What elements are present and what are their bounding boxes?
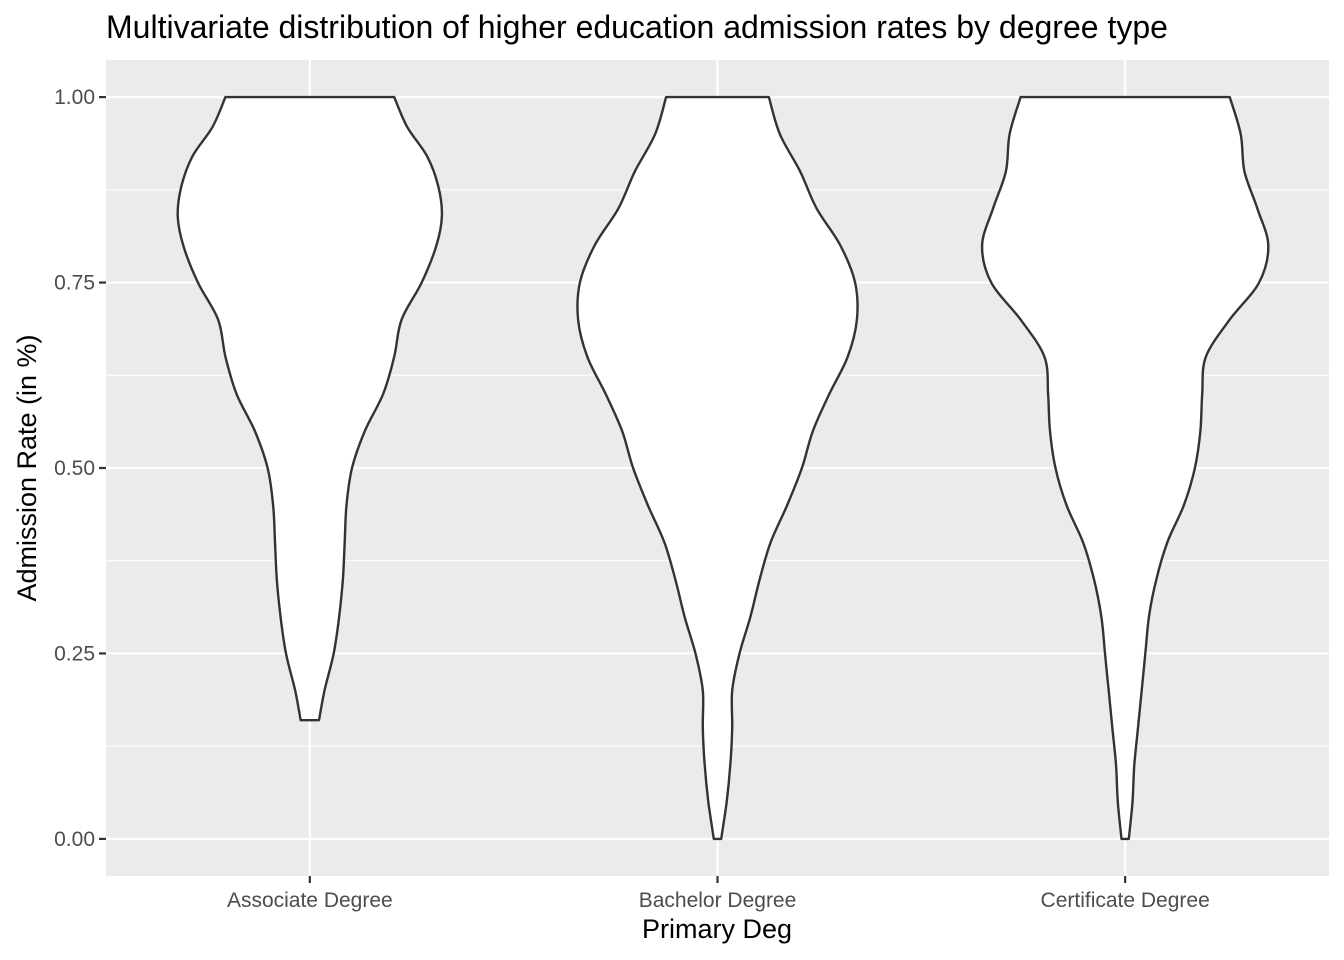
x-axis-title: Primary Deg <box>642 914 792 944</box>
x-tick-label: Certificate Degree <box>1041 889 1210 912</box>
chart-title: Multivariate distribution of higher educ… <box>106 9 1168 45</box>
x-tick-label: Bachelor Degree <box>639 889 797 912</box>
y-tick-label: 0.25 <box>54 642 95 665</box>
violins <box>176 95 1270 841</box>
y-axis-title: Admission Rate (in %) <box>12 334 42 601</box>
y-tick-label: 0.50 <box>54 457 95 480</box>
y-tick-label: 0.00 <box>54 828 95 851</box>
violin-associate-degree <box>176 95 444 722</box>
x-tick-label: Associate Degree <box>227 889 393 912</box>
violin-certificate-degree <box>980 95 1270 841</box>
y-tick-label: 1.00 <box>54 86 95 109</box>
violin-bachelor-degree <box>576 95 859 841</box>
axes: 0.00 0.25 0.50 0.75 1.00 Associate Degree Bach… <box>54 86 1210 912</box>
y-tick-label: 0.75 <box>54 272 95 295</box>
